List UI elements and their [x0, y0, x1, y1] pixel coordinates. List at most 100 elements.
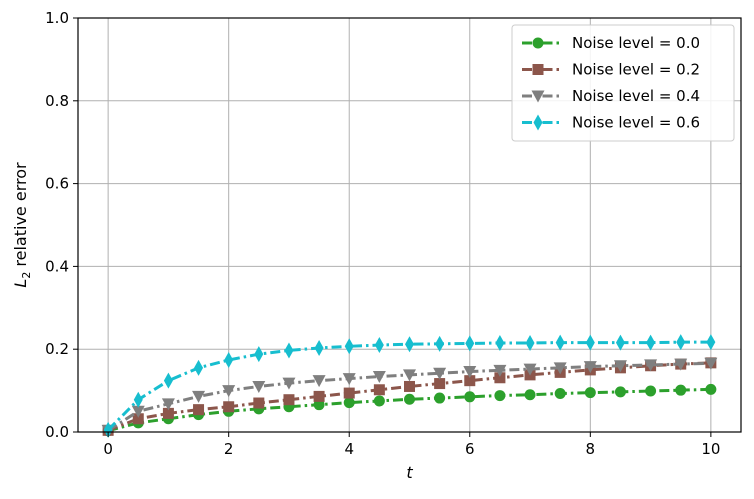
data-point: [224, 351, 234, 368]
y-axis-label: L2 relative error: [11, 162, 33, 288]
data-point: [193, 404, 205, 416]
data-point: [676, 334, 686, 351]
data-point: [372, 371, 386, 384]
x-tick-label: 6: [465, 440, 475, 458]
data-point: [313, 399, 325, 411]
legend-label-value: = 0.0: [659, 34, 700, 52]
data-point: [434, 378, 446, 390]
data-point: [464, 391, 476, 403]
data-point: [583, 361, 597, 374]
legend-label-prefix: Noise level: [572, 61, 659, 79]
data-point: [405, 336, 414, 353]
legend-label-value: = 0.6: [659, 114, 700, 132]
data-point: [614, 386, 626, 398]
legend-label-prefix: Noise level: [572, 34, 659, 52]
data-point: [342, 373, 356, 386]
data-point: [343, 387, 355, 399]
data-point: [163, 372, 173, 389]
data-point: [283, 394, 295, 406]
series-line: [107, 361, 711, 432]
plot-frame: [77, 17, 742, 433]
data-point: [103, 421, 113, 438]
legend-label: Noise level = 0.4: [572, 87, 700, 105]
data-point: [706, 334, 716, 351]
data-point: [284, 342, 294, 359]
data-point: [254, 346, 264, 363]
x-tick-label: 2: [224, 440, 234, 458]
x-axis-label: t: [406, 463, 413, 482]
data-point: [373, 395, 385, 407]
data-point: [493, 364, 507, 377]
data-point: [554, 387, 566, 399]
x-tick-label: 10: [701, 440, 720, 458]
data-point: [585, 334, 595, 351]
data-point: [465, 335, 475, 352]
data-point: [615, 334, 625, 351]
legend-item-3: Noise level = 0.6: [522, 114, 700, 132]
data-point: [704, 357, 718, 370]
y-axis-label-rest: relative error: [11, 162, 30, 272]
data-point: [312, 375, 326, 388]
data-point: [282, 377, 296, 390]
legend-item-0: Noise level = 0.0: [522, 34, 700, 52]
legend-marker: [532, 64, 544, 75]
data-point: [192, 390, 206, 403]
data-point: [314, 339, 324, 356]
data-point: [464, 375, 476, 387]
y-tick-label: 0.6: [45, 175, 69, 193]
data-point: [222, 385, 236, 398]
legend-label: Noise level = 0.0: [572, 34, 700, 52]
data-point: [223, 401, 235, 413]
data-point: [253, 397, 265, 409]
legend-label-value: = 0.2: [659, 61, 700, 79]
data-point: [675, 384, 687, 396]
data-point: [523, 363, 537, 376]
data-point: [344, 338, 354, 355]
x-tick-label: 4: [344, 440, 354, 458]
x-tick-label: 8: [586, 440, 596, 458]
y-tick-label: 1.0: [45, 9, 69, 27]
data-point: [705, 383, 717, 395]
data-point: [433, 367, 447, 380]
data-point: [494, 372, 506, 384]
legend-box: [511, 24, 735, 142]
data-point: [645, 385, 657, 397]
data-point: [463, 366, 477, 379]
axis-ticks: 0 2 4 6 8 10 0.0 0.2 0.4 0.6 0.8 1.0: [45, 9, 720, 458]
legend-label: Noise level = 0.6: [572, 114, 700, 132]
data-point: [132, 413, 144, 425]
legend-label-prefix: Noise level: [572, 87, 659, 105]
legend-item-2: Noise level = 0.4: [522, 87, 700, 105]
legend-marker: [532, 37, 544, 49]
data-point: [646, 334, 656, 351]
data-point: [252, 380, 266, 393]
series-3: [103, 334, 716, 438]
data-point: [162, 407, 174, 419]
y-tick-label: 0.8: [45, 92, 69, 110]
data-point: [404, 380, 415, 392]
legend-item-1: Noise level = 0.2: [522, 61, 700, 79]
data-point: [313, 390, 325, 402]
data-point: [374, 337, 384, 354]
data-point: [494, 390, 506, 402]
data-point: [553, 362, 567, 375]
legend-marker: [531, 90, 545, 103]
data-point: [404, 393, 415, 405]
y-tick-label: 0.4: [45, 257, 69, 275]
legend-marker: [533, 114, 543, 131]
y-tick-label: 0.2: [45, 340, 69, 358]
data-point: [644, 359, 658, 372]
data-point: [133, 391, 143, 408]
data-point: [161, 398, 175, 411]
data-point: [435, 335, 445, 352]
data-point: [343, 397, 355, 409]
data-point: [525, 334, 535, 351]
data-point: [194, 359, 204, 376]
y-tick-label: 0.0: [45, 423, 69, 441]
data-point: [674, 358, 688, 371]
data-point: [524, 389, 536, 401]
data-point: [373, 384, 385, 396]
data-point: [403, 369, 416, 382]
series-layer: [101, 334, 718, 438]
